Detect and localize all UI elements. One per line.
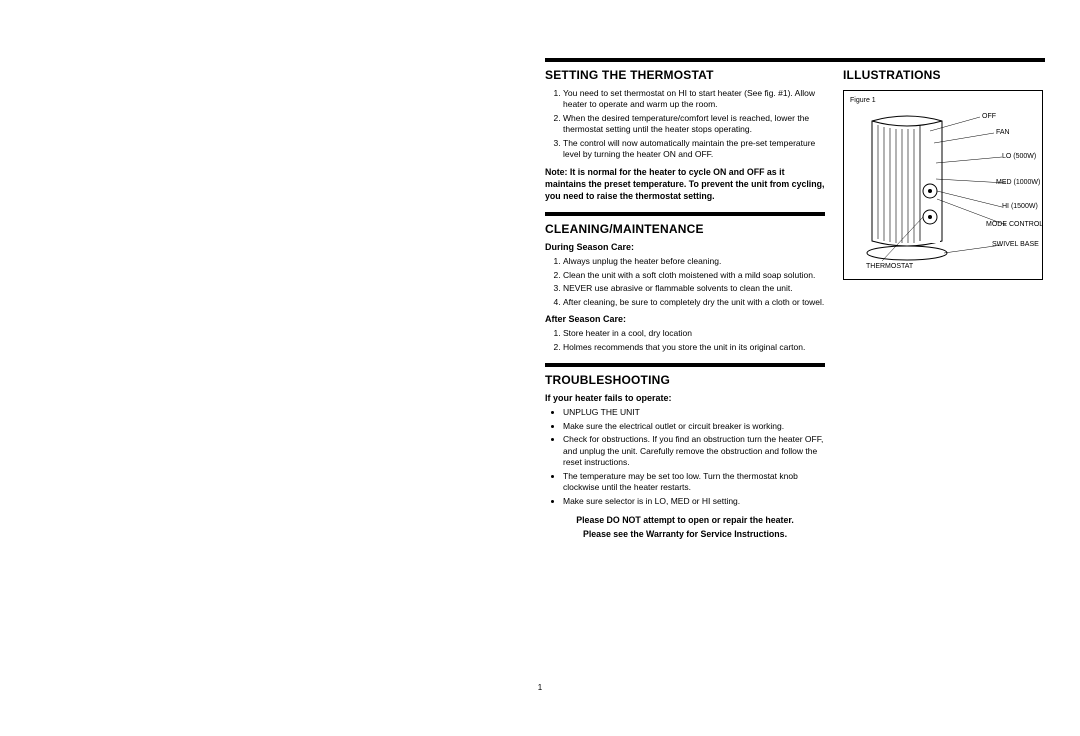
list-item: UNPLUG THE UNIT — [563, 407, 825, 418]
during-care-list: Always unplug the heater before cleaning… — [545, 256, 825, 308]
label-fan: FAN — [996, 129, 1010, 136]
heater-svg-icon — [862, 113, 952, 263]
illustration-box: Figure 1 — [843, 90, 1043, 280]
list-item: Make sure the electrical outlet or circu… — [563, 421, 825, 432]
label-off: OFF — [982, 113, 996, 120]
top-rule — [545, 58, 1045, 62]
list-item: Store heater in a cool, dry location — [563, 328, 825, 339]
list-item: Always unplug the heater before cleaning… — [563, 256, 825, 267]
section-rule — [545, 212, 825, 216]
list-item: You need to set thermostat on HI to star… — [563, 88, 825, 111]
thermostat-heading: SETTING THE THERMOSTAT — [545, 68, 825, 82]
left-column: SETTING THE THERMOSTAT You need to set t… — [545, 68, 825, 541]
label-med: MED (1000W) — [996, 179, 1040, 186]
thermostat-note: Note: It is normal for the heater to cyc… — [545, 167, 825, 203]
label-hi: HI (1500W) — [1002, 203, 1038, 210]
list-item: NEVER use abrasive or flammable solvents… — [563, 283, 825, 294]
thermostat-steps: You need to set thermostat on HI to star… — [545, 88, 825, 161]
list-item: The temperature may be set too low. Turn… — [563, 471, 825, 494]
after-care-sub: After Season Care: — [545, 314, 825, 324]
after-care-list: Store heater in a cool, dry location Hol… — [545, 328, 825, 353]
section-rule — [545, 363, 825, 367]
troubleshooting-warn1: Please DO NOT attempt to open or repair … — [545, 515, 825, 527]
label-thermostat: THERMOSTAT — [866, 263, 913, 270]
list-item: Holmes recommends that you store the uni… — [563, 342, 825, 353]
cleaning-heading: CLEANING/MAINTENANCE — [545, 222, 825, 236]
troubleshooting-sub: If your heater fails to operate: — [545, 393, 825, 403]
list-item: Clean the unit with a soft cloth moisten… — [563, 270, 825, 281]
right-column: ILLUSTRATIONS Figure 1 — [843, 68, 1043, 541]
troubleshooting-heading: TROUBLESHOOTING — [545, 373, 825, 387]
list-item: Make sure selector is in LO, MED or HI s… — [563, 496, 825, 507]
troubleshooting-list: UNPLUG THE UNIT Make sure the electrical… — [545, 407, 825, 507]
column-layout: SETTING THE THERMOSTAT You need to set t… — [545, 68, 1045, 541]
list-item: Check for obstructions. If you find an o… — [563, 434, 825, 468]
list-item: After cleaning, be sure to completely dr… — [563, 297, 825, 308]
list-item: When the desired temperature/comfort lev… — [563, 113, 825, 136]
label-mode: MODE CONTROL — [986, 221, 1043, 228]
manual-page: SETTING THE THERMOSTAT You need to set t… — [545, 58, 1045, 541]
page-number: 1 — [538, 683, 542, 692]
illustrations-heading: ILLUSTRATIONS — [843, 68, 1043, 82]
label-lo: LO (500W) — [1002, 153, 1036, 160]
figure-label: Figure 1 — [850, 97, 876, 104]
label-swivel: SWIVEL BASE — [992, 241, 1039, 248]
troubleshooting-warn2: Please see the Warranty for Service Inst… — [545, 529, 825, 541]
during-care-sub: During Season Care: — [545, 242, 825, 252]
heater-drawing — [862, 113, 952, 263]
list-item: The control will now automatically maint… — [563, 138, 825, 161]
